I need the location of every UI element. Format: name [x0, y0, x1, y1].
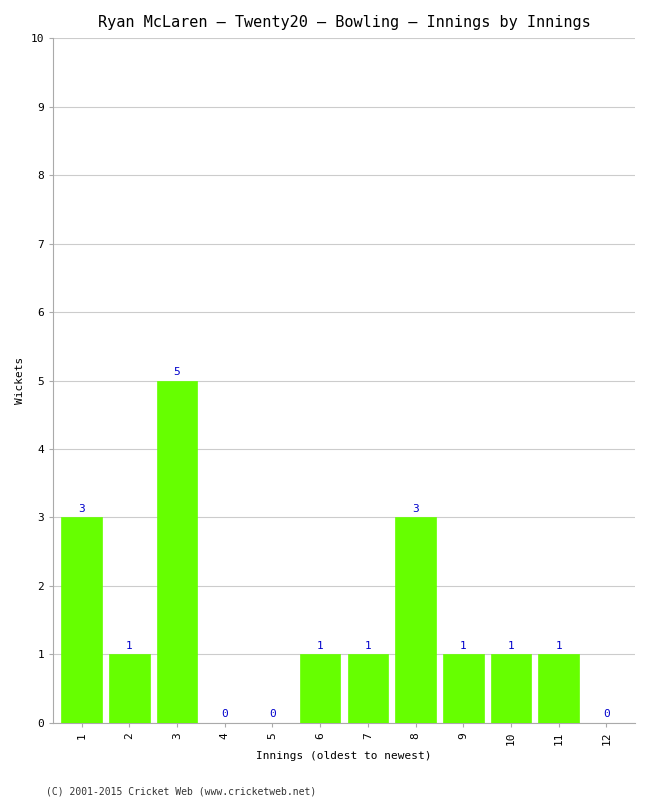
Text: 1: 1: [126, 641, 133, 651]
Text: 1: 1: [555, 641, 562, 651]
Y-axis label: Wickets: Wickets: [15, 357, 25, 404]
Text: 3: 3: [412, 504, 419, 514]
Text: 3: 3: [79, 504, 85, 514]
Bar: [491, 654, 531, 723]
Bar: [395, 518, 436, 723]
Text: 5: 5: [174, 367, 181, 377]
Text: 1: 1: [508, 641, 514, 651]
Text: 0: 0: [603, 710, 610, 719]
Bar: [109, 654, 150, 723]
Title: Ryan McLaren – Twenty20 – Bowling – Innings by Innings: Ryan McLaren – Twenty20 – Bowling – Inni…: [98, 15, 590, 30]
Text: 1: 1: [365, 641, 371, 651]
Bar: [538, 654, 579, 723]
X-axis label: Innings (oldest to newest): Innings (oldest to newest): [256, 751, 432, 761]
Bar: [157, 381, 198, 723]
Text: 0: 0: [269, 710, 276, 719]
Text: 0: 0: [222, 710, 228, 719]
Text: (C) 2001-2015 Cricket Web (www.cricketweb.net): (C) 2001-2015 Cricket Web (www.cricketwe…: [46, 786, 316, 796]
Bar: [300, 654, 341, 723]
Bar: [348, 654, 388, 723]
Text: 1: 1: [317, 641, 324, 651]
Text: 1: 1: [460, 641, 467, 651]
Bar: [62, 518, 102, 723]
Bar: [443, 654, 484, 723]
